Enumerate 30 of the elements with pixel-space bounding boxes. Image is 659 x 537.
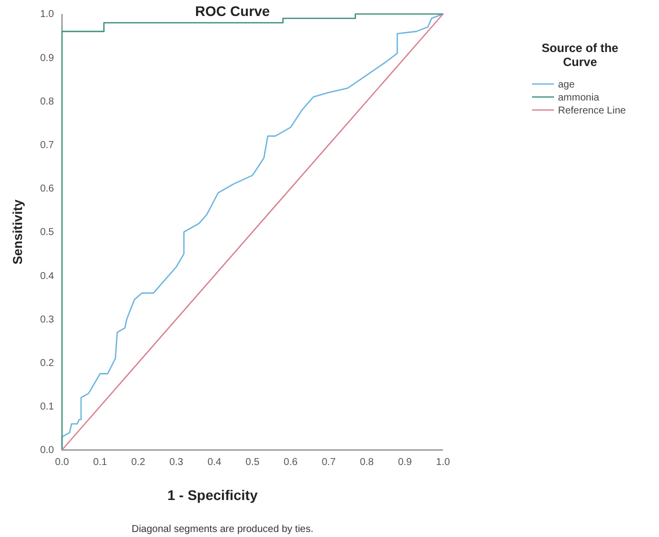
x-tick-label: 0.7 bbox=[322, 457, 336, 468]
y-tick-label: 0.3 bbox=[40, 314, 54, 326]
legend-label: age bbox=[558, 80, 576, 90]
y-tick-label: 0.0 bbox=[40, 445, 54, 456]
x-tick-label: 1.0 bbox=[436, 457, 450, 468]
chart-title: ROC Curve bbox=[195, 3, 270, 19]
y-axis-title: Sensitivity bbox=[10, 198, 25, 265]
x-tick-label: 0.0 bbox=[55, 457, 70, 468]
x-tick-label: 0.5 bbox=[246, 457, 260, 468]
y-tick-label: 0.4 bbox=[40, 270, 54, 282]
y-tick-label: 1.0 bbox=[40, 9, 54, 20]
x-tick-label: 0.8 bbox=[360, 457, 374, 468]
x-tick-label: 0.2 bbox=[131, 457, 146, 468]
y-tick-label: 0.6 bbox=[40, 184, 54, 195]
y-tick-label: 0.1 bbox=[40, 402, 54, 413]
x-tick-label: 0.9 bbox=[398, 457, 412, 468]
x-tick-label: 0.1 bbox=[93, 457, 108, 468]
y-tick-label: 0.5 bbox=[40, 227, 54, 238]
y-tick-label: 0.2 bbox=[40, 358, 54, 369]
legend-label: ammonia bbox=[558, 92, 600, 104]
legend-label: Reference Line bbox=[558, 106, 626, 116]
x-tick-label: 0.3 bbox=[169, 457, 184, 468]
text: Diagonal segments are produced by ties. bbox=[132, 524, 314, 535]
y-tick-label: 0.8 bbox=[40, 96, 54, 108]
x-tick-label: 0.4 bbox=[207, 457, 222, 468]
y-tick-label: 0.7 bbox=[40, 140, 54, 151]
y-tick-label: 0.9 bbox=[40, 52, 54, 64]
x-axis-title: 1 - Specificity bbox=[167, 487, 258, 503]
legend-title: Source of the Curve bbox=[542, 41, 619, 69]
x-tick-label: 0.6 bbox=[284, 457, 298, 468]
